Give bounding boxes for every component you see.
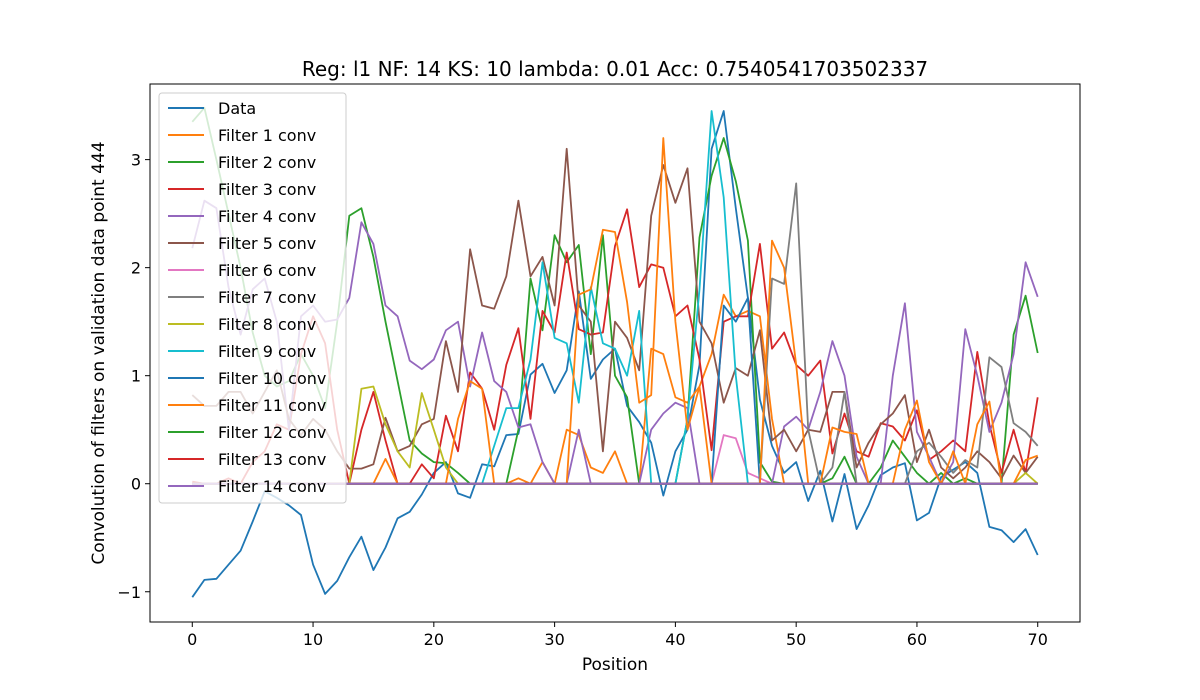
legend-box [158,92,347,504]
legend-label-5: Filter 4 conv [218,207,316,226]
y-tick-label: 0 [131,475,141,494]
legend-label-10: Filter 9 conv [218,342,316,361]
x-tick-label: 10 [303,630,323,649]
y-axis: −1 0 1 2 3 [117,151,150,602]
chart-title: Reg: l1 NF: 14 KS: 10 lambda: 0.01 Acc: … [302,57,928,81]
legend-label-13: Filter 12 conv [218,423,326,442]
legend-label-14: Filter 13 conv [218,450,326,469]
legend-label-12: Filter 11 conv [218,396,326,415]
legend-label-9: Filter 8 conv [218,315,316,334]
legend-label-2: Filter 1 conv [218,126,316,145]
legend: Data Filter 1 conv Filter 2 conv Filter 3 c… [158,92,347,504]
plot-frame [149,83,1081,623]
legend-label-7: Filter 6 conv [218,261,316,280]
legend-label-6: Filter 5 conv [218,234,316,253]
x-tick-label: 40 [665,630,685,649]
legend-label-15: Filter 14 conv [218,477,326,496]
x-tick-label: 70 [1028,630,1048,649]
legend-label-11: Filter 10 conv [218,369,326,388]
y-tick-label: 1 [131,367,141,386]
x-tick-label: 30 [544,630,564,649]
x-tick-label: 0 [187,630,197,649]
y-axis-label: Convolution of filters on validation dat… [89,141,109,564]
x-tick-label: 20 [424,630,444,649]
legend-label-8: Filter 7 conv [218,288,316,307]
y-tick-label: 3 [131,151,141,170]
y-tick-label: 2 [131,259,141,278]
x-tick-label: 60 [907,630,927,649]
legend-label-1: Data [218,99,256,118]
x-tick-label: 50 [786,630,806,649]
y-tick-label: −1 [117,583,141,602]
x-axis: 0 10 20 30 40 50 60 70 [187,622,1048,649]
x-axis-label: Position [582,655,648,675]
legend-label-3: Filter 2 conv [218,153,316,172]
legend-label-4: Filter 3 conv [218,180,316,199]
